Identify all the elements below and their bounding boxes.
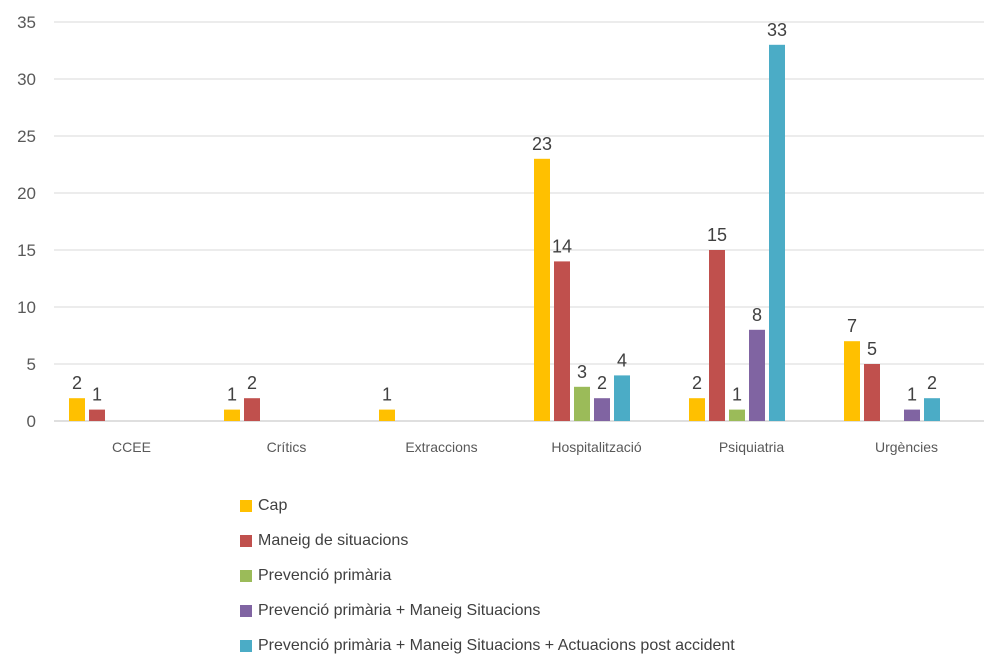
bar [574,386,590,421]
y-tick-label: 30 [17,70,36,89]
legend-swatch [240,534,252,547]
y-tick-label: 15 [17,241,36,260]
data-label: 33 [767,20,787,40]
data-label: 2 [927,373,937,393]
y-tick-label: 5 [27,355,36,374]
bar [844,341,860,421]
bar [689,398,705,421]
legend-item: Prevenció primària + Maneig Situacions +… [240,628,735,663]
legend-swatch [240,604,252,617]
legend-item: Prevenció primària [240,558,735,593]
y-tick-label: 35 [17,13,36,32]
data-label: 2 [692,373,702,393]
bar [594,398,610,421]
legend-swatch [240,569,252,582]
data-label: 7 [847,316,857,336]
y-tick-label: 25 [17,127,36,146]
data-label: 2 [597,373,607,393]
legend-label: Cap [258,496,288,514]
data-label: 14 [552,236,572,256]
data-label: 2 [247,373,257,393]
bar [729,409,745,421]
data-label: 1 [382,385,392,405]
bar [244,398,260,421]
bar [534,158,550,422]
chart-legend: Cap Maneig de situacions Prevenció primàri… [240,488,735,663]
bar [709,250,725,421]
data-label: 1 [732,385,742,405]
bar [924,398,940,421]
data-label: 1 [907,385,917,405]
legend-label: Prevenció primària [258,566,392,584]
data-label: 2 [72,373,82,393]
bar [749,329,765,421]
x-tick-label: Psiquiatria [719,439,785,455]
legend-item: Maneig de situacions [240,523,735,558]
data-label: 3 [577,362,587,382]
legend-item: Prevenció primària + Maneig Situacions [240,593,735,628]
bar [904,409,920,421]
data-label: 23 [532,134,552,154]
data-label: 1 [92,385,102,405]
legend-swatch [240,639,252,652]
legend-label: Prevenció primària + Maneig Situacions +… [258,636,735,654]
bar [554,261,570,421]
y-tick-label: 10 [17,298,36,317]
y-tick-label: 20 [17,184,36,203]
bar [224,409,240,421]
bar [379,409,395,421]
x-tick-label: Crítics [267,439,307,455]
data-label: 8 [752,305,762,325]
legend-item: Cap [240,488,735,523]
bar [89,409,105,421]
data-label: 1 [227,385,237,405]
data-label: 4 [617,350,627,370]
bar [69,398,85,421]
data-label: 15 [707,225,727,245]
legend-label: Maneig de situacions [258,531,409,549]
bar [769,44,785,422]
bar [864,364,880,421]
bar [614,375,630,421]
x-tick-label: Hospitalització [551,439,641,455]
legend-label: Prevenció primària + Maneig Situacions [258,601,541,619]
legend-swatch [240,499,252,512]
data-label: 5 [867,339,877,359]
x-tick-label: Urgències [875,439,938,455]
x-tick-label: CCEE [112,439,151,455]
y-tick-label: 0 [27,412,36,431]
x-tick-label: Extraccions [405,439,477,455]
